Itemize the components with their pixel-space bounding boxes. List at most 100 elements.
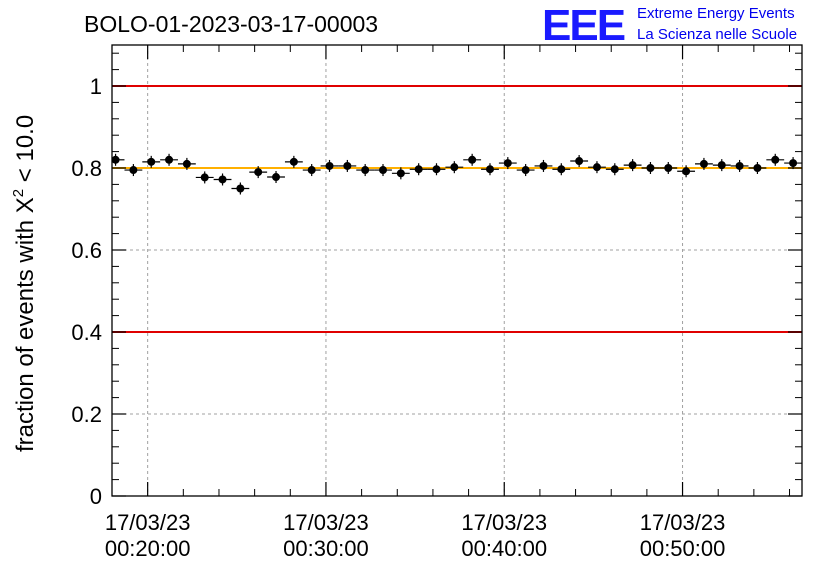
data-point: [445, 161, 464, 174]
x-tick-label-date: 17/03/23: [640, 510, 726, 535]
y-tick-label: 1: [90, 74, 102, 99]
marker: [664, 164, 673, 172]
grid: [112, 45, 802, 496]
data-point: [374, 164, 392, 177]
x-tick-label-time: 00:40:00: [461, 536, 547, 561]
marker: [147, 157, 156, 166]
marker: [682, 167, 691, 176]
marker: [485, 165, 494, 174]
data-point: [534, 159, 553, 172]
data-point: [409, 163, 428, 176]
y-axis-title-suffix: < 10.0: [12, 115, 39, 189]
marker: [165, 155, 174, 164]
y-tick-label: 0.6: [71, 238, 102, 263]
data-point: [320, 159, 339, 172]
marker: [289, 157, 298, 166]
data-point: [124, 164, 143, 177]
marker: [414, 165, 423, 174]
marker: [432, 165, 441, 174]
data-point: [570, 155, 589, 168]
data-point: [552, 163, 571, 176]
y-tick-label: 0.2: [71, 402, 102, 427]
y-axis-title-superscript: 2: [10, 189, 27, 197]
y-tick-label: 0: [90, 484, 102, 509]
data-point: [784, 157, 802, 170]
marker: [325, 161, 334, 170]
data-point: [623, 159, 642, 172]
x-tick-label-time: 00:50:00: [640, 536, 726, 561]
data-point: [427, 163, 446, 176]
data-point: [195, 171, 214, 184]
marker: [236, 184, 245, 193]
axes: 00.20.40.60.8117/03/2300:20:0017/03/2300…: [71, 44, 803, 561]
data-point: [588, 161, 606, 174]
x-tick-label-date: 17/03/23: [105, 510, 191, 535]
eee-logo-line2: La Scienza nelle Scuole: [637, 26, 797, 43]
data-point: [302, 164, 321, 177]
marker: [503, 159, 512, 168]
marker: [646, 164, 655, 172]
marker: [111, 155, 120, 164]
data-point: [516, 164, 535, 177]
y-axis-title: fraction of events with X2 < 10.0: [10, 115, 39, 452]
marker: [699, 159, 708, 168]
marker: [218, 175, 227, 184]
x-tick-label-date: 17/03/23: [461, 510, 547, 535]
marker: [200, 173, 209, 182]
data-point: [463, 153, 482, 166]
data-point: [391, 167, 410, 180]
marker: [539, 161, 548, 170]
marker: [129, 166, 138, 175]
data-point: [766, 153, 785, 166]
data-point: [481, 163, 499, 176]
data-points: [111, 153, 802, 195]
data-point: [249, 166, 268, 179]
marker: [254, 168, 263, 177]
eee-logo-line1: Extreme Energy Events: [637, 5, 795, 22]
chart-title: BOLO-01-2023-03-17-00003: [84, 11, 378, 37]
x-tick-label-date: 17/03/23: [283, 510, 369, 535]
data-point: [338, 159, 357, 172]
y-tick-label: 0.4: [71, 320, 102, 345]
data-point: [641, 162, 660, 174]
x-tick-label-time: 00:20:00: [105, 536, 191, 561]
data-point: [605, 163, 624, 176]
marker: [628, 161, 637, 170]
marker: [182, 159, 191, 168]
data-point: [659, 162, 678, 174]
data-point: [730, 159, 749, 172]
marker: [717, 161, 726, 170]
data-point: [213, 173, 232, 186]
plot-frame: [111, 44, 803, 497]
marker: [307, 166, 316, 175]
data-point: [356, 164, 375, 177]
marker: [361, 166, 370, 175]
data-point: [111, 153, 125, 166]
y-tick-label: 0.8: [71, 156, 102, 181]
marker: [396, 169, 405, 178]
marker: [343, 161, 352, 170]
x-tick-label-time: 00:30:00: [283, 536, 369, 561]
marker: [557, 165, 566, 174]
data-point: [231, 182, 250, 195]
data-point: [267, 171, 285, 184]
data-point: [177, 157, 196, 170]
marker: [272, 173, 281, 182]
marker: [450, 163, 459, 172]
reference-lines: [112, 85, 802, 333]
marker: [592, 163, 601, 172]
marker: [789, 159, 798, 168]
data-point: [142, 155, 161, 168]
marker: [575, 157, 584, 166]
eee-logo: EEE Extreme Energy Events La Scienza nel…: [542, 1, 797, 50]
marker: [379, 166, 388, 175]
data-point: [284, 155, 303, 168]
marker: [468, 155, 477, 164]
data-point: [712, 159, 731, 172]
marker: [753, 164, 762, 172]
data-point: [748, 162, 767, 174]
y-axis-title-prefix: fraction of events with X: [12, 197, 39, 452]
data-point: [695, 157, 713, 170]
marker: [771, 155, 780, 164]
